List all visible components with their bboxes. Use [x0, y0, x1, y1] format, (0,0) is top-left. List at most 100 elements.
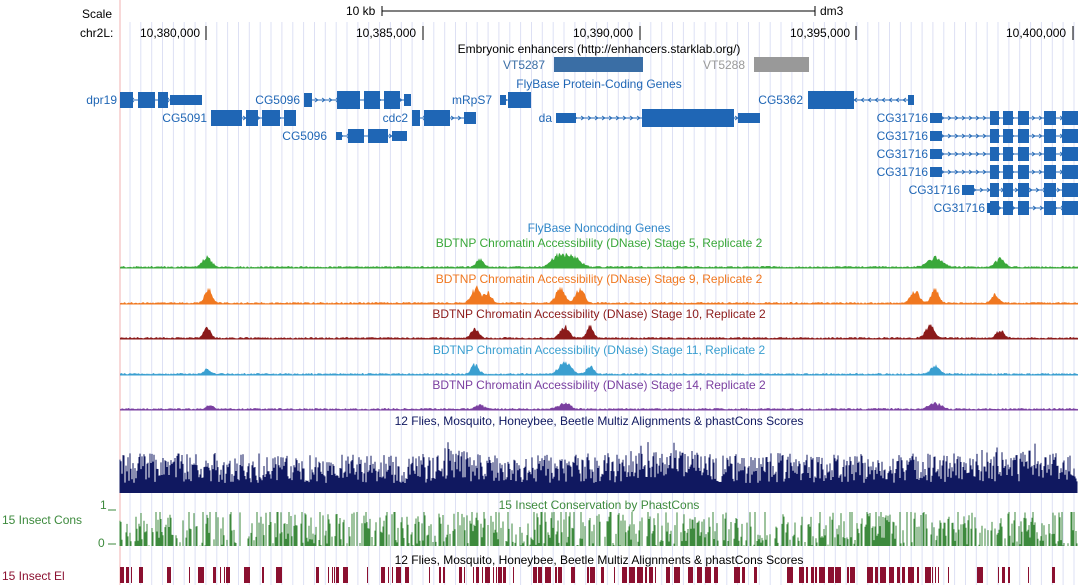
strand-arrow-icon	[450, 115, 455, 121]
strand-arrow-icon	[975, 151, 980, 157]
conserved-element	[880, 567, 886, 583]
gene-exon	[930, 167, 942, 177]
strand-arrow-icon	[968, 133, 973, 139]
gene-label-cg31716[interactable]: CG31716	[877, 147, 929, 161]
conserved-element	[850, 567, 855, 583]
gene-exon	[990, 111, 999, 125]
enhancer-vt5288[interactable]	[754, 57, 809, 72]
phastcons-side-label[interactable]: 15 Insect Cons	[2, 513, 82, 527]
dnase-track-title-stage14[interactable]: BDTNP Chromatin Accessibility (DNase) St…	[432, 378, 766, 392]
conserved-element	[819, 567, 825, 583]
strand-arrow-icon	[961, 115, 966, 121]
coding-genes-track-title[interactable]: FlyBase Protein-Coding Genes	[516, 77, 681, 91]
dnase-track-title-stage9[interactable]: BDTNP Chromatin Accessibility (DNase) St…	[436, 272, 763, 286]
dnase-track-title-stage11[interactable]: BDTNP Chromatin Accessibility (DNase) St…	[433, 343, 766, 357]
strand-arrow-icon	[1035, 187, 1040, 193]
conserved-element	[666, 567, 670, 583]
conserved-element	[948, 567, 949, 583]
gene-label-cg5091[interactable]: CG5091	[162, 111, 207, 125]
conserved-element	[167, 567, 171, 583]
noncoding-genes-track-title[interactable]: FlyBase Noncoding Genes	[528, 221, 671, 235]
scale-bar-label: 10 kb	[346, 4, 376, 18]
dnase-track-title-stage10[interactable]: BDTNP Chromatin Accessibility (DNase) St…	[432, 307, 766, 321]
strand-arrow-icon	[622, 115, 627, 121]
conserved-element	[925, 567, 931, 583]
gene-label-cg31716[interactable]: CG31716	[877, 111, 929, 125]
phastcons-track-title[interactable]: 15 Insect Conservation by PhastCons	[499, 498, 700, 512]
conserved-element	[224, 567, 225, 583]
strand-arrow-icon	[457, 115, 462, 121]
strand-arrow-icon	[615, 115, 620, 121]
phastcons-track[interactable]	[119, 512, 1078, 546]
gene-label-da[interactable]: da	[539, 111, 553, 125]
conserved-element	[875, 567, 878, 583]
strand-arrow-icon	[587, 115, 592, 121]
conserved-element	[622, 567, 627, 583]
dnase-tracks[interactable]	[120, 252, 1078, 411]
gene-exon	[1062, 165, 1078, 179]
strand-arrow-icon	[975, 169, 980, 175]
gene-label-cdc2[interactable]: cdc2	[383, 111, 409, 125]
strand-arrow-icon	[1038, 151, 1043, 157]
conserved-element	[392, 567, 393, 583]
strand-arrow-icon	[1038, 133, 1043, 139]
gene-label-cg5096[interactable]: CG5096	[282, 129, 327, 143]
gene-exon	[1044, 183, 1056, 197]
conserved-element	[897, 567, 900, 583]
gene-label-dpr19[interactable]: dpr19	[86, 93, 117, 107]
strand-arrow-icon	[1038, 115, 1043, 121]
multiz-track[interactable]	[119, 442, 1078, 493]
gene-label-cg5096[interactable]: CG5096	[255, 93, 300, 107]
strand-arrow-icon	[947, 115, 952, 121]
strand-arrow-icon	[961, 169, 966, 175]
conserved-element	[493, 567, 494, 583]
insect-elements-side-label[interactable]: 15 Insect El	[2, 569, 65, 583]
scale-label: Scale	[82, 7, 112, 21]
gene-exon	[738, 113, 760, 123]
strand-arrow-icon	[1031, 151, 1036, 157]
conserved-element	[429, 567, 430, 583]
enhancer-vt5287[interactable]	[554, 57, 643, 72]
conserved-element	[1008, 567, 1010, 583]
strand-arrow-icon	[608, 115, 613, 121]
multiz-elements-track-title[interactable]: 12 Flies, Mosquito, Honeybee, Beetle Mul…	[395, 553, 804, 567]
gene-exon	[808, 91, 854, 109]
enhancer-label-vt5288[interactable]: VT5288	[703, 58, 745, 72]
conserved-element	[655, 567, 656, 583]
strand-arrow-icon	[968, 151, 973, 157]
gene-exon	[284, 110, 296, 126]
enhancer-label-vt5287[interactable]: VT5287	[503, 58, 545, 72]
gene-label-mrps7[interactable]: mRpS7	[452, 93, 492, 107]
gene-exon	[1003, 183, 1013, 197]
strand-arrow-icon	[895, 97, 900, 103]
gene-label-cg5362[interactable]: CG5362	[758, 93, 803, 107]
conserved-element	[932, 567, 933, 583]
conserved-element	[977, 567, 983, 583]
insect-elements-track[interactable]	[120, 567, 1055, 583]
gene-label-cg31716[interactable]: CG31716	[934, 201, 986, 215]
ruler-position: 10,380,000	[140, 26, 200, 40]
gene-label-cg31716[interactable]: CG31716	[877, 129, 929, 143]
conserved-element	[835, 567, 841, 583]
gene-labels: dpr19 CG5091 CG5096 CG5096 cdc2 mRpS7 da…	[86, 93, 985, 215]
strand-arrow-icon	[902, 97, 907, 103]
gene-label-cg31716[interactable]: CG31716	[877, 165, 929, 179]
conserved-element	[459, 567, 462, 583]
enhancers-track-title[interactable]: Embryonic enhancers (http://enhancers.st…	[458, 42, 741, 56]
gene-exon	[1044, 129, 1056, 143]
conserved-element	[343, 567, 348, 583]
coding-genes[interactable]	[120, 91, 1078, 215]
dnase-signal	[120, 361, 1078, 375]
strand-arrow-icon	[961, 133, 966, 139]
dnase-track-title-stage5[interactable]: BDTNP Chromatin Accessibility (DNase) St…	[436, 236, 763, 250]
gene-label-cg31716[interactable]: CG31716	[909, 183, 961, 197]
gene-exon	[642, 109, 734, 127]
ruler-position: 10,390,000	[573, 26, 633, 40]
strand-arrow-icon	[314, 97, 319, 103]
multiz-track-title[interactable]: 12 Flies, Mosquito, Honeybee, Beetle Mul…	[395, 414, 804, 428]
conserved-element	[381, 567, 385, 583]
conserved-element	[396, 567, 401, 583]
gene-exon	[508, 92, 531, 108]
conserved-element	[555, 567, 557, 583]
